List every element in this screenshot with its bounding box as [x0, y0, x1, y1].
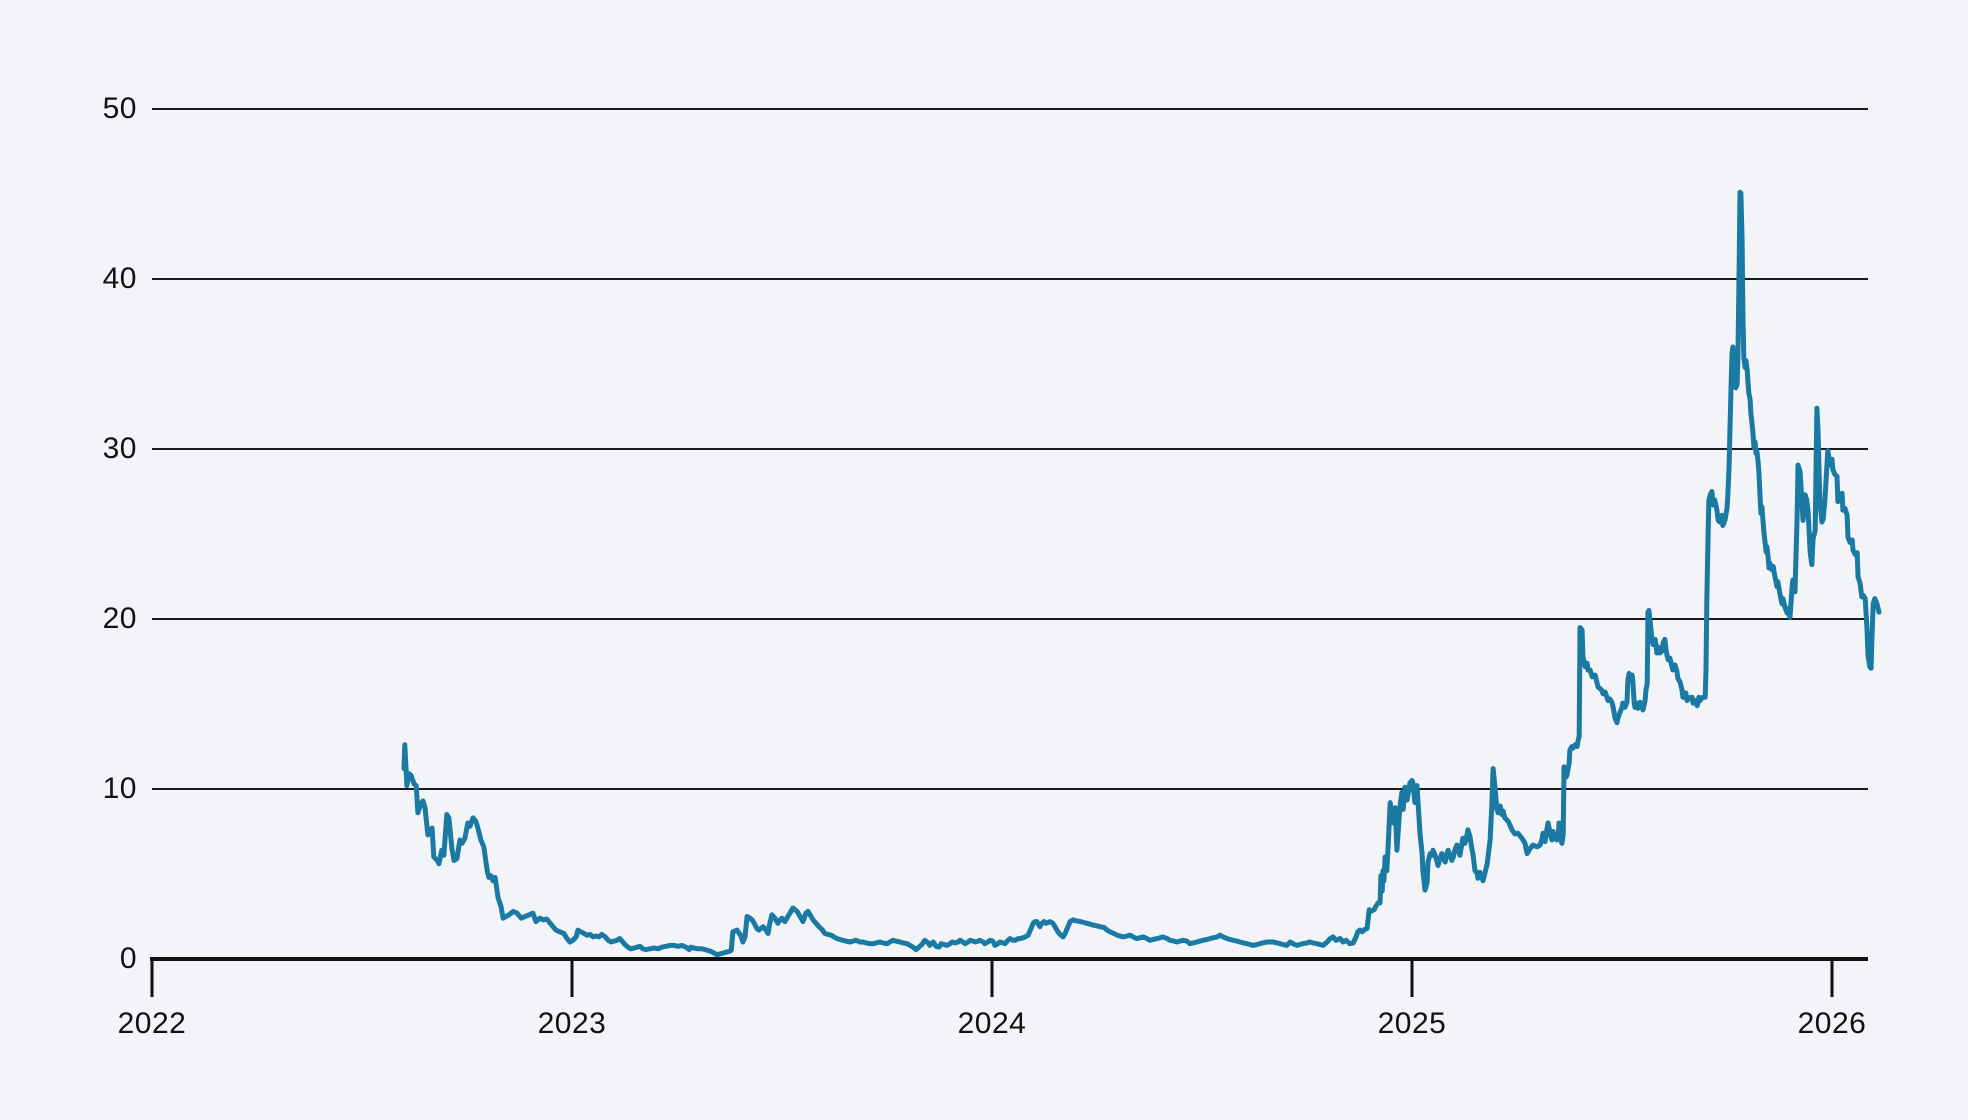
y-axis-tick-label: 40: [102, 262, 137, 295]
x-axis-tick-label: 2026: [1797, 1007, 1867, 1040]
y-axis-tick-label: 30: [102, 432, 137, 465]
x-axis-tick-label: 2022: [117, 1007, 187, 1040]
x-axis-tick-label: 2024: [957, 1007, 1027, 1040]
y-axis-tick-label: 0: [119, 942, 137, 975]
y-axis-tick-label: 10: [102, 772, 137, 805]
y-axis-tick-label: 20: [102, 602, 137, 635]
price-line: [401, 189, 1882, 958]
x-axis-tick-label: 2025: [1377, 1007, 1447, 1040]
x-axis-tick-label: 2023: [537, 1007, 607, 1040]
y-axis-tick-label: 50: [102, 92, 137, 125]
